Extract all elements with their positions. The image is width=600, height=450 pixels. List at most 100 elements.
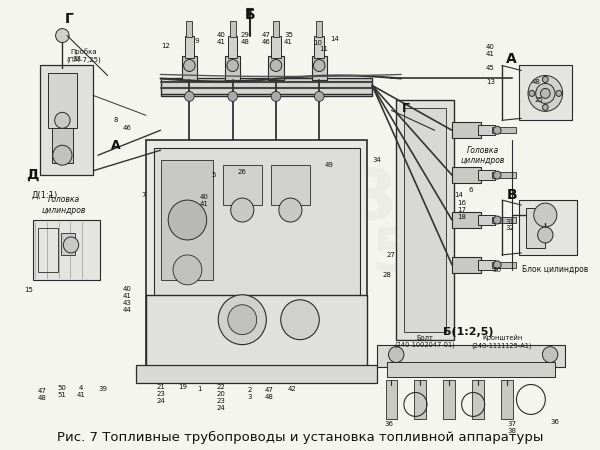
- Bar: [452, 257, 481, 273]
- Bar: [478, 215, 495, 225]
- Bar: [443, 379, 455, 419]
- Circle shape: [493, 261, 501, 269]
- Bar: [311, 55, 327, 81]
- Text: 15: 15: [24, 287, 33, 293]
- Text: 22
20
23
24: 22 20 23 24: [217, 384, 226, 411]
- Text: 12: 12: [161, 43, 170, 49]
- Bar: [230, 21, 236, 36]
- Text: Б(1:2,5): Б(1:2,5): [443, 327, 494, 337]
- Text: 37
38: 37 38: [507, 421, 516, 434]
- Text: 46: 46: [122, 125, 131, 131]
- Text: 5: 5: [211, 172, 215, 178]
- Circle shape: [56, 29, 69, 43]
- Bar: [40, 66, 93, 175]
- Text: Головка
цилиндров: Головка цилиндров: [461, 145, 505, 165]
- Text: 29
48: 29 48: [241, 32, 250, 45]
- Bar: [52, 128, 73, 163]
- Text: Кронштейн
(240-1111125-А1): Кронштейн (240-1111125-А1): [472, 335, 532, 349]
- Bar: [136, 364, 377, 382]
- Text: 42: 42: [288, 387, 296, 392]
- Bar: [182, 55, 197, 81]
- Bar: [154, 148, 359, 298]
- Text: 36: 36: [550, 419, 559, 425]
- Bar: [146, 295, 367, 369]
- Circle shape: [534, 203, 557, 227]
- Circle shape: [270, 59, 282, 72]
- Text: 1: 1: [197, 387, 202, 392]
- Circle shape: [538, 227, 553, 243]
- Circle shape: [279, 198, 302, 222]
- Bar: [386, 362, 555, 377]
- Circle shape: [313, 59, 325, 72]
- Text: 4
41: 4 41: [76, 385, 85, 398]
- Text: Пробка
(ПМ-7,25): Пробка (ПМ-7,25): [66, 48, 101, 63]
- Circle shape: [281, 300, 319, 340]
- Text: 40
41: 40 41: [199, 194, 208, 207]
- Circle shape: [493, 126, 501, 134]
- Text: 2
3: 2 3: [248, 387, 252, 400]
- Text: В: В: [506, 188, 517, 202]
- Circle shape: [228, 91, 238, 101]
- Circle shape: [536, 83, 555, 104]
- Text: Д-245.5С: Д-245.5С: [141, 225, 459, 284]
- Circle shape: [231, 198, 254, 222]
- Circle shape: [64, 237, 79, 253]
- Text: 47
48: 47 48: [38, 388, 47, 401]
- Bar: [452, 167, 481, 183]
- Bar: [316, 21, 322, 36]
- Circle shape: [528, 76, 563, 111]
- Text: 33: 33: [73, 55, 82, 62]
- Bar: [526, 208, 545, 248]
- Bar: [273, 21, 279, 36]
- Bar: [386, 379, 397, 419]
- Bar: [493, 262, 517, 268]
- Bar: [48, 73, 77, 128]
- Text: 7: 7: [142, 192, 146, 198]
- Bar: [501, 379, 512, 419]
- Circle shape: [228, 305, 257, 335]
- Text: 49: 49: [325, 162, 333, 168]
- Text: 31
32: 31 32: [505, 219, 514, 231]
- Bar: [478, 125, 495, 135]
- Bar: [32, 220, 100, 280]
- Text: 48: 48: [531, 80, 540, 86]
- Bar: [61, 233, 75, 255]
- Bar: [161, 78, 372, 96]
- Text: 13: 13: [486, 80, 495, 86]
- Text: 39: 39: [98, 387, 107, 392]
- Text: 28: 28: [382, 272, 391, 278]
- Bar: [415, 379, 426, 419]
- Bar: [146, 140, 367, 369]
- Text: А: А: [110, 139, 120, 152]
- Text: ММЗ: ММЗ: [202, 166, 398, 234]
- Text: Г: Г: [402, 102, 410, 115]
- Bar: [161, 160, 214, 280]
- Bar: [268, 55, 284, 81]
- Bar: [225, 55, 241, 81]
- Text: 40
41: 40 41: [217, 32, 226, 45]
- Circle shape: [493, 216, 501, 224]
- Bar: [314, 36, 324, 58]
- Text: 8: 8: [113, 117, 118, 123]
- Text: 47
48: 47 48: [265, 387, 274, 400]
- Bar: [185, 36, 194, 58]
- Text: А: А: [506, 51, 517, 66]
- Text: 45: 45: [486, 66, 495, 72]
- Bar: [271, 36, 281, 58]
- Text: 26: 26: [238, 169, 247, 175]
- Text: 16
17
18: 16 17 18: [457, 200, 466, 220]
- Text: Болт
(240-1002047-01): Болт (240-1002047-01): [395, 335, 455, 348]
- Circle shape: [184, 59, 195, 72]
- Text: 27: 27: [387, 252, 396, 258]
- Bar: [452, 122, 481, 138]
- Text: Д: Д: [26, 168, 39, 182]
- Text: 19: 19: [178, 384, 187, 391]
- Circle shape: [168, 200, 206, 240]
- Text: 36: 36: [384, 421, 393, 428]
- Bar: [478, 170, 495, 180]
- Text: Рис. 7 Топливные трубопроводы и установка топливной аппаратуры: Рис. 7 Топливные трубопроводы и установк…: [57, 431, 543, 444]
- Bar: [187, 21, 192, 36]
- Text: 21
23
24: 21 23 24: [156, 384, 165, 405]
- Bar: [452, 212, 481, 228]
- Bar: [520, 200, 577, 255]
